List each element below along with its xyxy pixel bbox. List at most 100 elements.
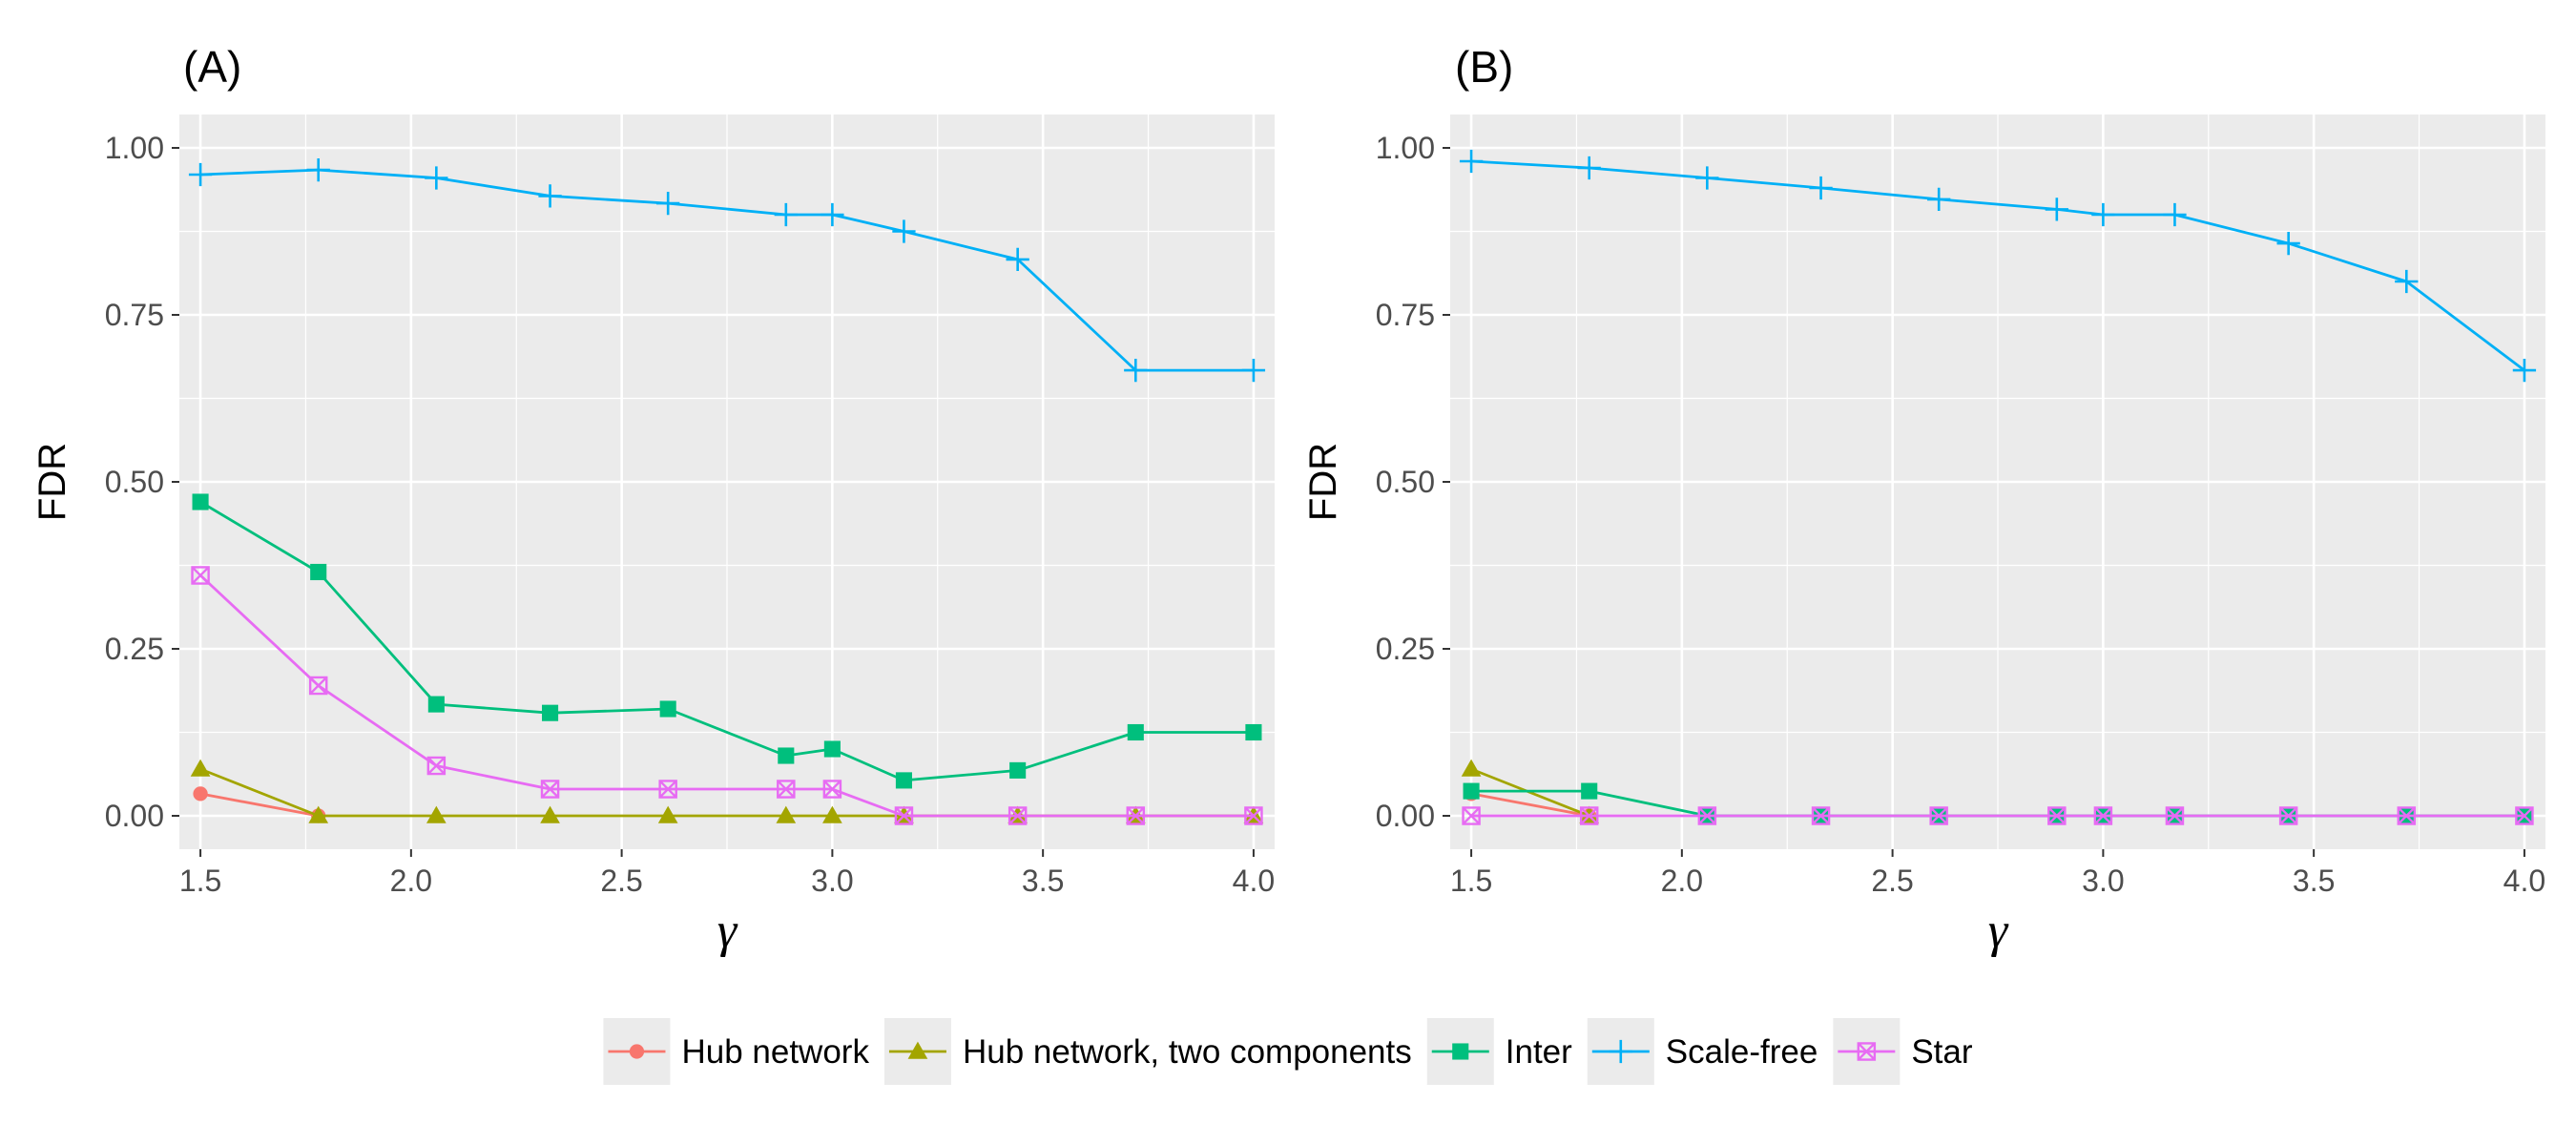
series-star [1462,806,2534,825]
data-point [308,805,329,823]
data-point [777,780,796,799]
y-tick-label: 0.25 [105,632,164,666]
legend: Hub network Hub network, two components In… [603,1018,1973,1085]
data-point [2045,198,2068,221]
legend-key-marker [1452,1043,1469,1060]
data-point [776,805,797,823]
data-point [822,805,842,823]
data-point [1126,806,1146,825]
y-tick-label: 1.00 [105,131,164,165]
legend-key-marker [1857,1042,1877,1061]
legend-label: Hub network [681,1033,869,1071]
legend-label: Inter [1506,1033,1572,1071]
x-axis-title: γ [717,904,738,958]
data-point [894,806,914,825]
legend-item-inter: Inter [1426,1018,1572,1085]
y-tick-label: 0.00 [105,799,164,833]
data-point [1461,759,1482,777]
y-tick-label: 0.25 [1376,632,1435,666]
x-tick-label: 2.5 [1871,864,1913,898]
legend-key-marker [907,1041,928,1059]
data-point [2091,202,2115,227]
legend-item-scale-free: Scale-free [1587,1018,1818,1085]
data-point [2278,806,2298,825]
data-point [191,566,210,585]
data-point [2093,806,2113,825]
x-axis-title: γ [1988,904,2009,958]
x-tick-label: 3.5 [2293,864,2335,898]
x-tick-label: 1.5 [179,864,221,898]
y-tick-label: 0.50 [105,465,164,499]
data-point [823,740,841,758]
data-point [2395,269,2419,294]
data-point [1695,166,1719,190]
data-point [1127,723,1144,741]
data-point [2276,231,2300,256]
x-tick-label: 2.5 [600,864,642,898]
data-point [1463,782,1480,800]
data-point [2512,358,2537,383]
panel-label: (A) [183,42,241,92]
data-point [657,805,678,823]
x-tick-label: 4.0 [2503,864,2545,898]
y-axis-title: FDR [1302,443,1344,521]
data-point [895,772,912,789]
y-tick-label: 0.75 [1376,298,1435,332]
data-point [2163,202,2187,227]
data-point [1579,806,1599,825]
data-point [1577,156,1601,180]
panel-b: 0.00 0.25 0.50 0.75 1.00 1.5 2.0 2.5 3.0 3.5 4.0 FD… [1302,42,2545,958]
x-tick-label: 4.0 [1233,864,1275,898]
data-point [2047,806,2067,825]
y-tick-label: 0.75 [105,298,164,332]
data-point [306,157,330,182]
data-point [1929,806,1948,825]
data-point [774,202,798,227]
x-tick-label: 2.0 [1661,864,1703,898]
data-point [192,493,209,510]
legend-item-star: Star [1833,1018,1973,1085]
y-axis-title: FDR [31,443,73,521]
series-star [191,566,1263,825]
data-point [308,676,328,696]
data-point [656,191,680,216]
data-point [658,780,677,799]
legend-key-marker [1609,1039,1632,1064]
data-point [426,756,447,776]
legend-label: Scale-free [1666,1033,1818,1071]
legend-item-hub-network-two-components: Hub network, two components [883,1018,1412,1085]
grid [1450,114,2545,849]
y-tick-label: 1.00 [1376,131,1435,165]
data-point [1244,806,1263,825]
data-point [425,166,448,190]
series-scale-free [188,157,1266,383]
data-point [1241,358,1266,383]
data-point [778,747,795,764]
data-point [1697,806,1717,825]
panel-label: (B) [1455,42,1513,92]
series-inter [192,493,1262,789]
data-point [426,805,447,823]
data-point [2515,806,2534,825]
legend-label: Hub network, two components [963,1033,1412,1071]
data-point [892,219,916,243]
y-tick-label: 0.50 [1376,465,1435,499]
legend-key-marker [629,1044,645,1059]
series-scale-free [1459,149,2537,383]
data-point [193,786,208,802]
data-point [188,162,213,187]
data-point [1245,723,1262,741]
series-line [199,792,319,818]
legend-item-hub-network: Hub network [603,1018,869,1085]
data-point [2165,806,2185,825]
x-tick-label: 3.5 [1022,864,1064,898]
data-point [542,704,559,721]
panel-a: 0.00 0.25 0.50 0.75 1.00 1.5 2.0 2.5 3.0 3.5 4.0 FD… [31,42,1275,958]
x-tick-label: 2.0 [390,864,432,898]
legend-label: Star [1911,1033,1973,1071]
data-point [659,700,676,718]
data-point [540,805,560,823]
x-tick-label: 3.0 [811,864,853,898]
data-point [1124,358,1148,383]
data-point [1009,761,1027,779]
